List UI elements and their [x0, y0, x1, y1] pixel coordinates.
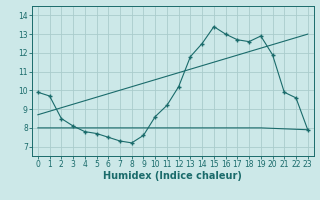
X-axis label: Humidex (Indice chaleur): Humidex (Indice chaleur)	[103, 171, 242, 181]
